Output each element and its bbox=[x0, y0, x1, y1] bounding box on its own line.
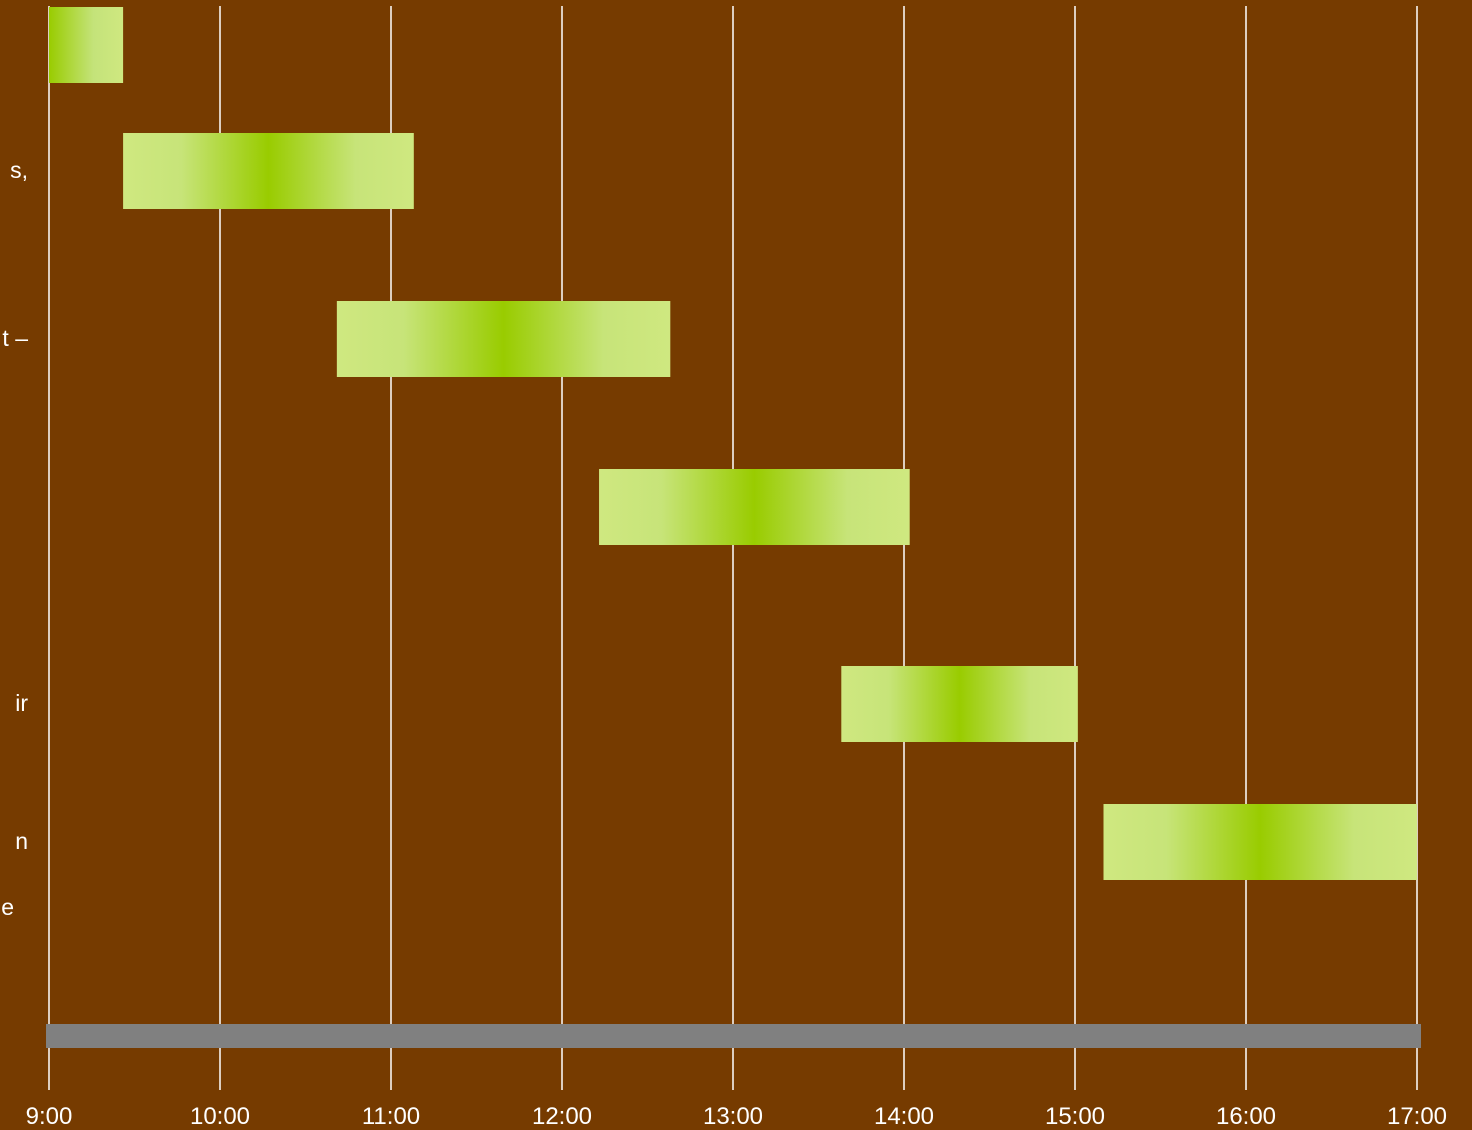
extra-label-0: e bbox=[1, 894, 14, 920]
x-axis-ticks: 9:00 10:00 11:00 12:00 13:00 14:00 15:00 16:00 1… bbox=[26, 1103, 1447, 1130]
task-bar-0 bbox=[49, 7, 124, 83]
x-tick-label-2: 11:00 bbox=[362, 1103, 420, 1130]
task-bar-4 bbox=[841, 666, 1078, 742]
x-tick-label-3: 12:00 bbox=[532, 1103, 592, 1130]
task-label-5: n bbox=[15, 828, 28, 854]
task-label-4: ir bbox=[15, 690, 28, 716]
task-bars bbox=[49, 7, 1417, 880]
x-tick-label-8: 17:00 bbox=[1387, 1103, 1447, 1130]
x-tick-label-1: 10:00 bbox=[190, 1103, 250, 1130]
task-bar-2 bbox=[336, 301, 671, 377]
x-tick-label-0: 9:00 bbox=[26, 1103, 73, 1130]
task-bar-1 bbox=[123, 133, 414, 209]
x-axis-band bbox=[46, 1024, 1421, 1048]
x-tick-label-6: 15:00 bbox=[1045, 1103, 1105, 1130]
task-label-1: s, bbox=[10, 157, 28, 183]
task-bar-3 bbox=[599, 469, 910, 545]
task-bar-5 bbox=[1103, 804, 1417, 880]
task-label-2: t – bbox=[2, 325, 28, 351]
x-tick-label-7: 16:00 bbox=[1216, 1103, 1276, 1130]
x-tick-label-5: 14:00 bbox=[874, 1103, 934, 1130]
x-tick-label-4: 13:00 bbox=[703, 1103, 763, 1130]
